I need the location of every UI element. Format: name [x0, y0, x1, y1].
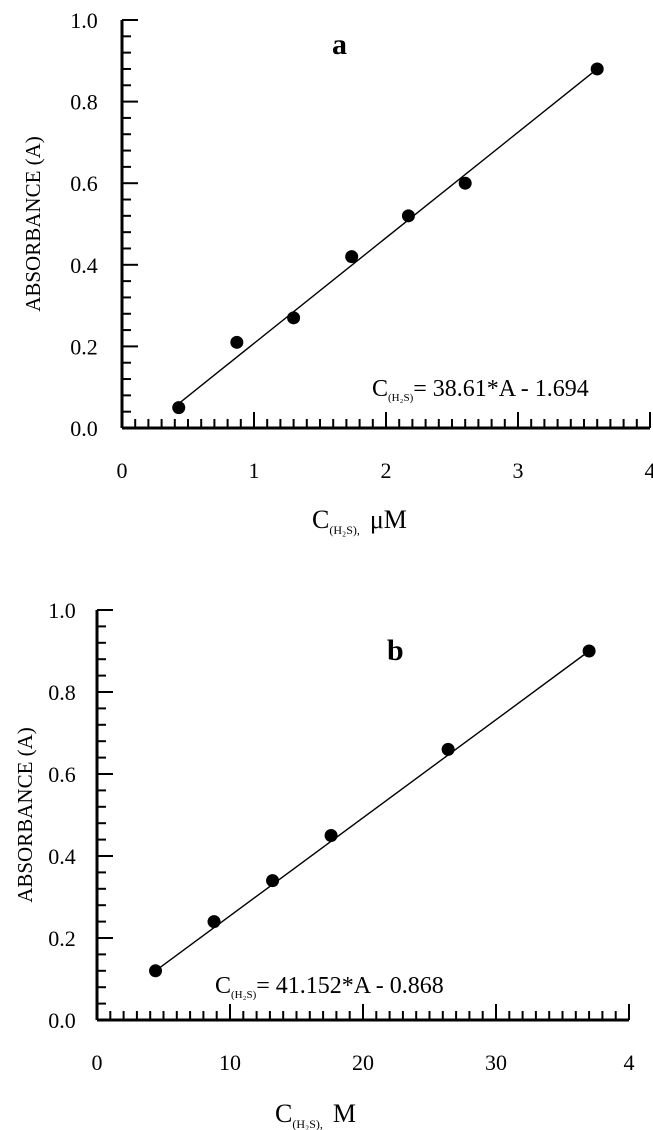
- equation-sub: (H₂S): [388, 392, 414, 404]
- x-tick-label: 0: [117, 458, 128, 483]
- x-axis-label-main: C: [312, 505, 329, 534]
- y-axis-label: ABSORBANCE (A): [21, 136, 45, 312]
- chart-panel-b: 0 10 20 30 4 0.0 0.2 0.4 0.6 0.8 1.0 ABSORBANCE (A)…: [13, 598, 635, 1130]
- data-point: [590, 62, 604, 76]
- x-axis-label: C(H₂S), μM: [312, 505, 407, 537]
- x-axis-label-main: C: [275, 1099, 292, 1128]
- x-axis-label-unit: M: [333, 1099, 356, 1128]
- y-tick-label: 0.8: [48, 680, 76, 705]
- y-tick-label: 0.6: [48, 762, 76, 787]
- regression-line: [178, 68, 598, 405]
- x-tick-label: 4: [645, 458, 653, 483]
- x-axis-label-sub: (H₂S),: [329, 523, 360, 537]
- data-point: [149, 964, 163, 978]
- data-point: [441, 742, 455, 756]
- y-tick-label: 0.0: [70, 416, 98, 441]
- data-point: [266, 874, 280, 888]
- panel-letter: b: [387, 634, 404, 667]
- y-tick-label: 0.4: [48, 844, 76, 869]
- regression-line: [155, 650, 590, 972]
- data-point: [207, 915, 221, 929]
- data-point: [324, 829, 338, 842]
- equation-label: C(H₂S)= 41.152*A - 0.868: [215, 973, 444, 1001]
- x-axis-label-sub: (H₂S),: [292, 1117, 323, 1130]
- x-tick-label: 10: [219, 1050, 241, 1075]
- equation-label: C(H₂S)= 38.61*A - 1.694: [372, 376, 589, 404]
- equation-rhs: = 41.152*A - 0.868: [256, 973, 444, 999]
- equation-sub: (H₂S): [231, 989, 257, 1001]
- y-tick-label: 0.2: [70, 334, 98, 359]
- equation-lhs: C: [372, 376, 388, 402]
- y-tick-label: 0.8: [70, 90, 98, 115]
- x-tick-label: 0: [92, 1050, 103, 1075]
- panel-letter: a: [332, 28, 347, 61]
- data-point: [458, 176, 472, 190]
- y-tick-label: 1.0: [48, 598, 76, 623]
- y-tick-label: 0.0: [48, 1008, 76, 1033]
- y-tick-label: 0.2: [48, 926, 76, 951]
- x-axis-label-unit: μM: [370, 505, 407, 534]
- data-point: [172, 401, 186, 415]
- y-axis-label: ABSORBANCE (A): [13, 727, 37, 903]
- x-tick-label: 20: [352, 1050, 374, 1075]
- equation-rhs: = 38.61*A - 1.694: [413, 376, 589, 402]
- x-tick-label: 1: [249, 458, 260, 483]
- data-point: [582, 644, 596, 658]
- data-point: [345, 250, 359, 264]
- x-tick-label: 30: [485, 1050, 507, 1075]
- x-tick-label: 4: [624, 1050, 635, 1075]
- data-point: [401, 209, 415, 223]
- data-point: [230, 335, 244, 349]
- x-tick-label: 2: [381, 458, 392, 483]
- y-tick-label: 0.6: [70, 171, 98, 196]
- equation-lhs: C: [215, 973, 231, 999]
- y-tick-label: 0.4: [70, 253, 98, 278]
- data-point: [287, 311, 301, 325]
- x-tick-label: 3: [513, 458, 524, 483]
- y-tick-label: 1.0: [70, 8, 98, 33]
- x-axis-label: C(H₂S), M: [275, 1099, 356, 1130]
